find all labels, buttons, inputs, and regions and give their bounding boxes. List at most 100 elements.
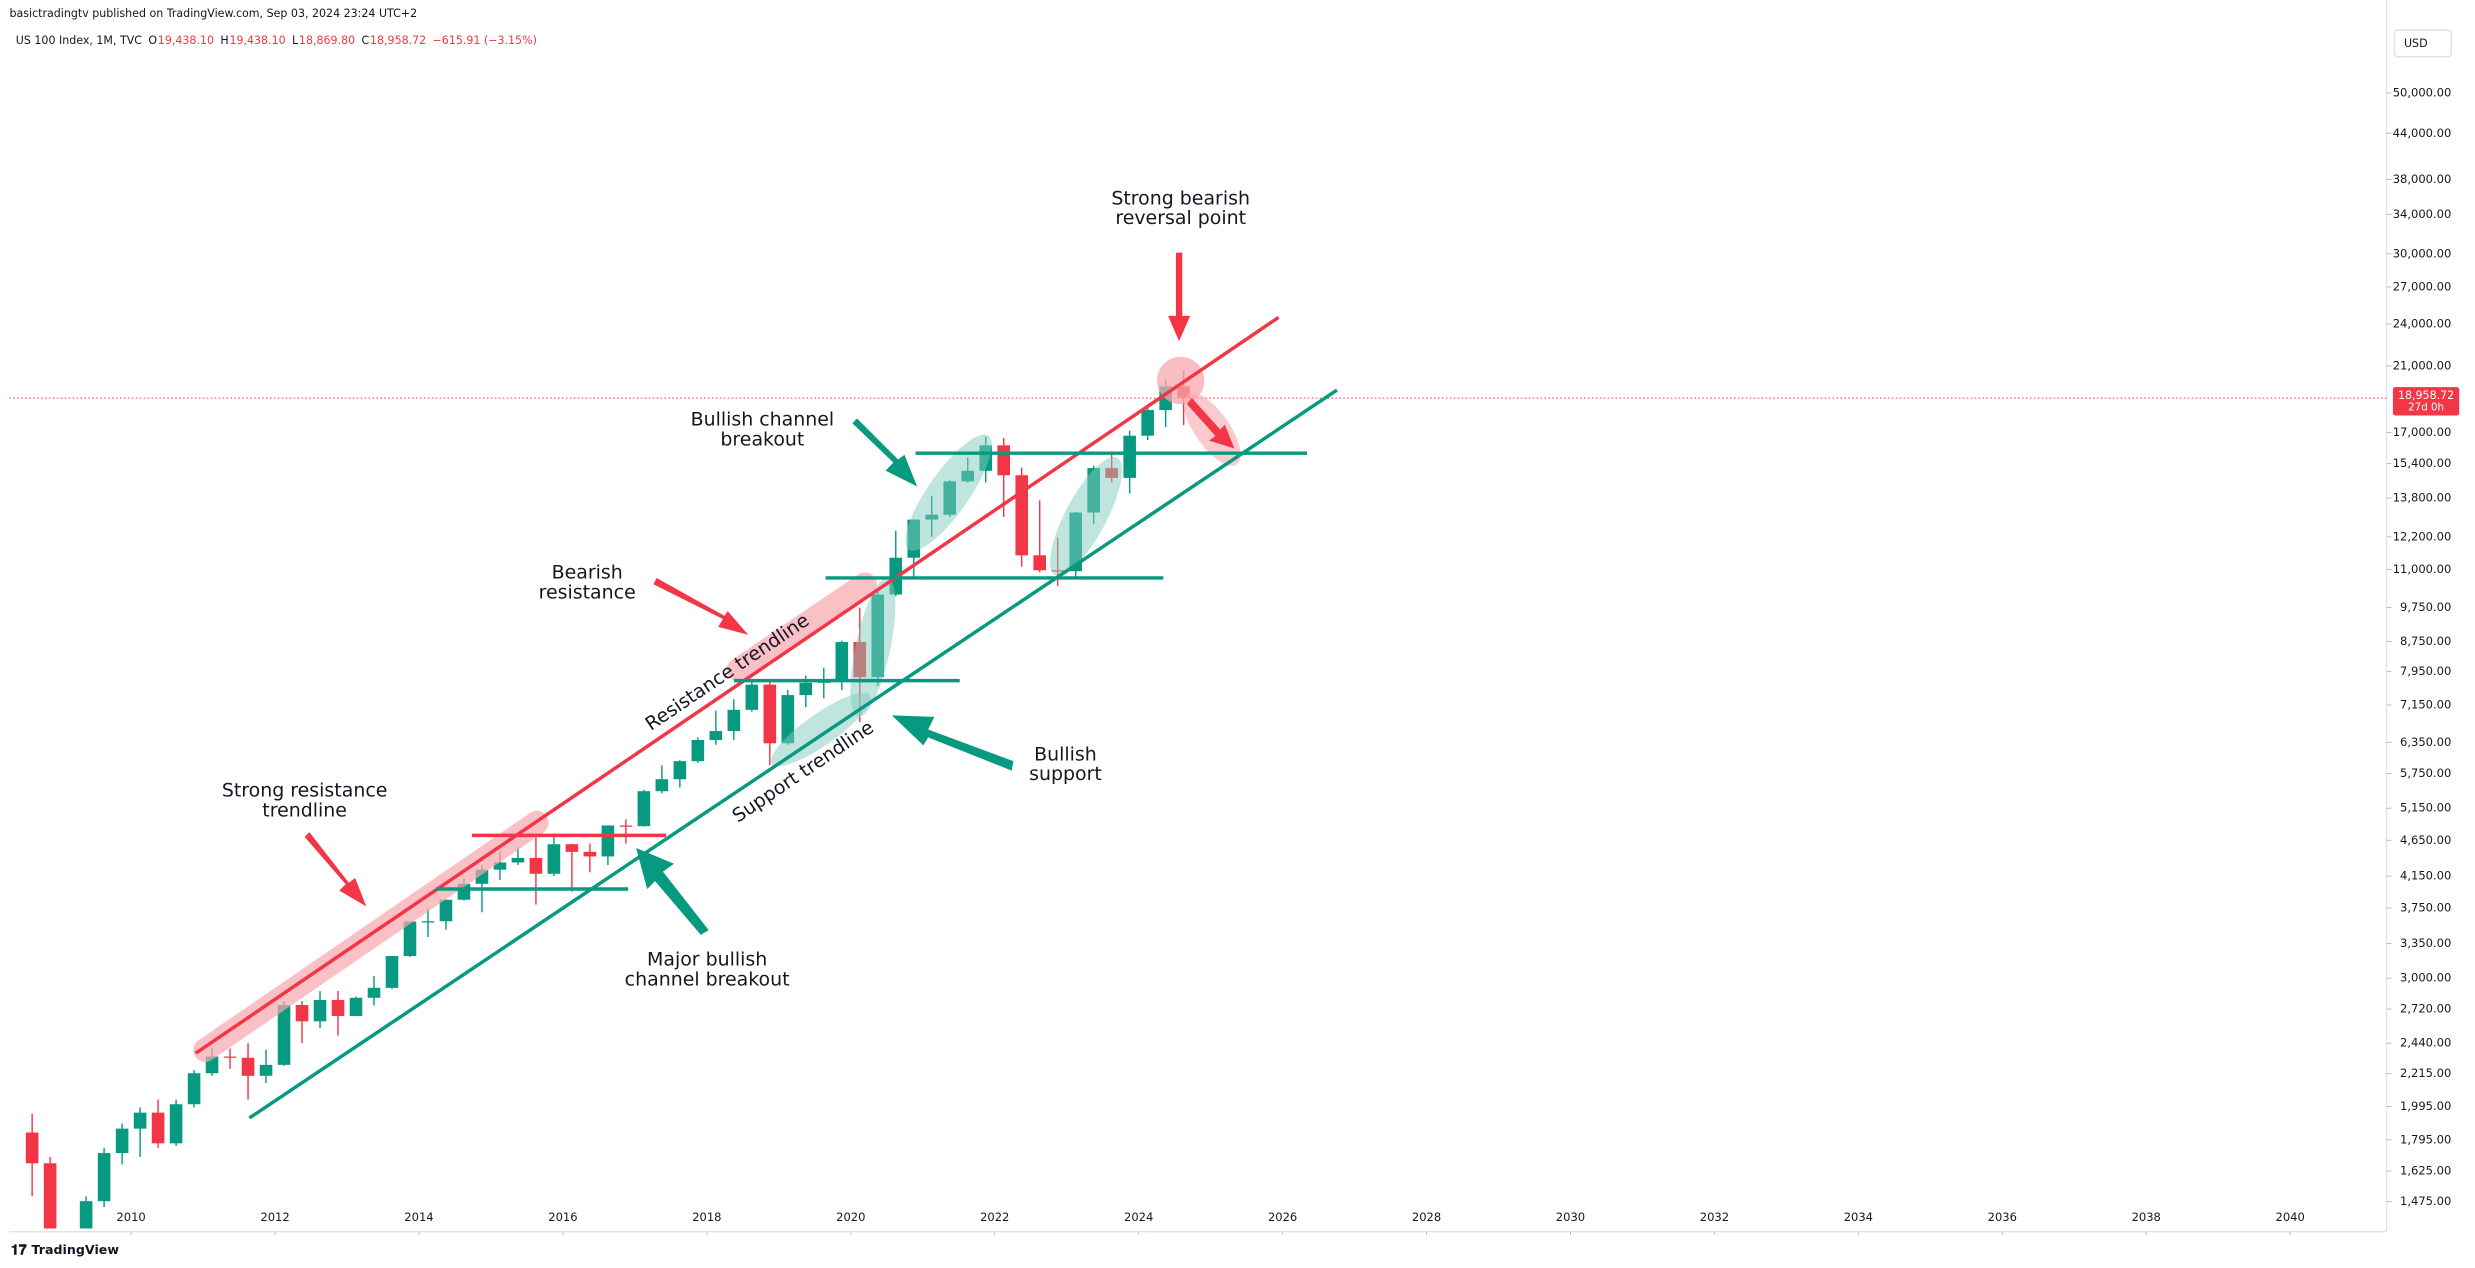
y-tick-label: 3,000.00 xyxy=(2400,971,2451,985)
candle-body xyxy=(763,684,777,744)
candle-body xyxy=(1033,555,1047,571)
annotation: Strong bearish xyxy=(1111,187,1250,209)
candle-body xyxy=(835,642,849,680)
ohlc-key: L xyxy=(292,34,299,47)
last-price-tag xyxy=(2392,387,2460,416)
x-tick-label: 2026 xyxy=(1268,1210,1297,1224)
y-tick-label: 4,650.00 xyxy=(2400,833,2451,847)
ohlc-key: O xyxy=(148,34,157,47)
y-tick-label: 5,750.00 xyxy=(2400,766,2451,780)
candle-body xyxy=(295,1005,309,1022)
annotation: resistance xyxy=(539,581,636,603)
x-tick-label: 2030 xyxy=(1556,1210,1585,1224)
y-tick-label: 7,950.00 xyxy=(2400,664,2451,678)
candle-body xyxy=(655,779,669,792)
candle-body xyxy=(349,997,363,1017)
currency-button[interactable] xyxy=(2393,29,2453,58)
candle-body xyxy=(727,709,741,732)
y-tick-label: 3,350.00 xyxy=(2400,936,2451,950)
currency[interactable]: USD xyxy=(2404,37,2428,50)
y-tick-label: 27,000.00 xyxy=(2393,279,2452,293)
arrow xyxy=(304,832,367,907)
y-tick-label: 2,720.00 xyxy=(2400,1002,2451,1016)
support-trendline xyxy=(248,388,1338,1120)
candle-body xyxy=(385,956,399,988)
candle-body xyxy=(1141,410,1154,436)
ohlc-key: C xyxy=(361,34,369,47)
candle-body xyxy=(583,851,597,857)
candle-body xyxy=(313,999,327,1022)
y-tick-label: 7,150.00 xyxy=(2400,697,2451,711)
candle-body xyxy=(673,761,687,780)
arrow xyxy=(1168,252,1191,342)
candle-body xyxy=(439,899,453,922)
candle-body xyxy=(1123,435,1136,478)
x-tick-label: 2016 xyxy=(548,1210,577,1224)
x-tick-label: 2010 xyxy=(116,1210,145,1224)
x-tick-label: 2012 xyxy=(260,1210,289,1224)
annotation: Major bullish xyxy=(647,949,767,971)
published-note: basictradingtv published on TradingView.… xyxy=(9,7,417,20)
change: −615.91 (−3.15%) xyxy=(433,34,537,47)
candle-body xyxy=(169,1104,183,1144)
candle-body xyxy=(709,731,723,741)
candle-body xyxy=(133,1112,147,1129)
y-tick-label: 13,800.00 xyxy=(2393,491,2452,505)
highlight-ellipse xyxy=(905,434,992,551)
ohlc-key: H xyxy=(220,34,228,47)
axes: 50,000.00 44,000.00 38,000.00 34,000.00 30,0… xyxy=(116,86,2460,1235)
x-tick-label: 2014 xyxy=(404,1210,433,1224)
y-tick-label: 30,000.00 xyxy=(2393,246,2452,260)
candle-body xyxy=(997,445,1011,476)
candle-body xyxy=(799,682,813,696)
arrow xyxy=(636,847,709,935)
annotation: support xyxy=(1029,763,1102,785)
y-tick-label: 4,150.00 xyxy=(2400,869,2451,883)
y-tick-label: 21,000.00 xyxy=(2393,358,2452,372)
y-tick-label: 34,000.00 xyxy=(2393,207,2452,221)
annotation: Bearish xyxy=(552,562,623,584)
candle-body xyxy=(691,740,705,762)
y-tick-label: 38,000.00 xyxy=(2393,172,2452,186)
drawings xyxy=(193,252,1338,1120)
x-tick-label: 2036 xyxy=(1988,1210,2017,1224)
symbol: US 100 Index, 1M, TVC xyxy=(16,34,143,47)
x-tick-label: 2022 xyxy=(980,1210,1009,1224)
annotation: Bullish xyxy=(1034,743,1097,765)
x-tick-label: 2038 xyxy=(2132,1210,2161,1224)
candle-body xyxy=(619,825,633,827)
candle-body xyxy=(187,1073,201,1105)
arrow xyxy=(1186,397,1235,449)
candle-body xyxy=(259,1064,273,1076)
candle-body xyxy=(547,844,561,874)
annotation: Strong resistance xyxy=(222,780,388,802)
y-tick-label: 9,750.00 xyxy=(2400,600,2451,614)
y-tick-label: 3,750.00 xyxy=(2400,901,2451,915)
annotation: trendline xyxy=(262,799,347,821)
x-tick-label: 2034 xyxy=(1844,1210,1873,1224)
candle-body xyxy=(637,791,651,827)
y-tick-label: 2,440.00 xyxy=(2400,1036,2451,1050)
candle-body xyxy=(241,1057,255,1076)
candle-body xyxy=(115,1128,129,1154)
candle-body xyxy=(403,921,417,957)
candle-body xyxy=(529,857,543,874)
candle-body xyxy=(151,1112,165,1144)
candle-body xyxy=(331,999,345,1017)
candle-body xyxy=(745,684,759,710)
ohlc-value: 18,958.72 xyxy=(370,34,426,47)
candle-body xyxy=(79,1201,93,1229)
x-tick-label: 2040 xyxy=(2276,1210,2305,1224)
candle-body xyxy=(25,1132,39,1164)
candle-body xyxy=(43,1163,57,1229)
y-tick-label: 1,795.00 xyxy=(2400,1132,2451,1146)
candle-body xyxy=(601,825,615,857)
y-tick-label: 6,350.00 xyxy=(2400,735,2451,749)
y-tick-label: 8,750.00 xyxy=(2400,634,2451,648)
x-tick-label: 2024 xyxy=(1124,1210,1153,1224)
y-tick-label: 15,400.00 xyxy=(2393,456,2452,470)
y-tick-label: 1,475.00 xyxy=(2400,1194,2451,1208)
y-tick-label: 12,200.00 xyxy=(2393,529,2452,543)
annotation: Bullish channel xyxy=(691,409,835,431)
